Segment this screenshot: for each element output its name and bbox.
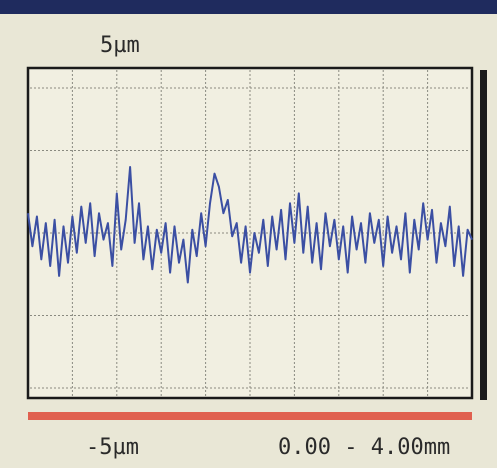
x-range-label: 0.00 - 4.00mm xyxy=(278,435,450,460)
page: 0.00 - 4.00mm 5µm-5µm (() => { const dat… xyxy=(0,0,497,468)
chart: 0.00 - 4.00mm 5µm -5µm xyxy=(0,0,497,468)
top-strip xyxy=(0,0,497,14)
y-range-label: -5µm xyxy=(86,435,139,460)
range-bar xyxy=(28,412,472,420)
side-bar xyxy=(480,70,487,400)
y-range-label: 5µm xyxy=(100,33,140,58)
